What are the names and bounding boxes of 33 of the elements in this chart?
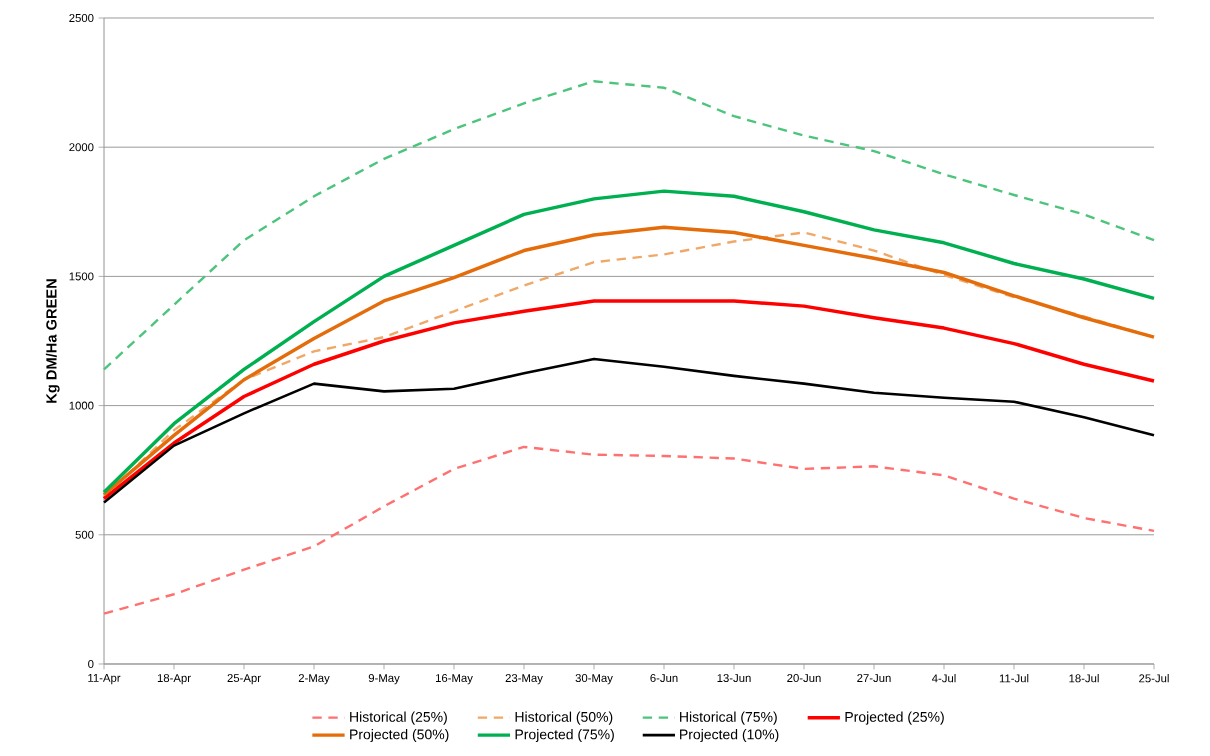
y-tick-label: 500 <box>75 530 94 539</box>
line-series <box>102 445 1156 615</box>
x-tick-label: 9-May <box>368 674 400 685</box>
x-tick-label: 13-Jun <box>717 674 751 683</box>
x-tick-label: 27-Jun <box>857 674 891 683</box>
x-tick-label: 20-Jun <box>787 674 821 683</box>
y-tick-label: 1000 <box>69 401 94 410</box>
y-tick-label: 0 <box>88 659 94 668</box>
x-tick-label: 16-May <box>435 674 473 685</box>
line-series <box>102 357 1156 504</box>
legend-label: Historical (75%) <box>680 711 777 725</box>
line-series <box>102 80 1156 371</box>
x-tick-label: 2-May <box>298 674 330 685</box>
legend-label: Projected (25%) <box>845 711 944 725</box>
x-tick-label: 11-Apr <box>88 674 121 685</box>
y-tick-label: 1500 <box>69 272 94 281</box>
x-tick-label: 30-May <box>575 674 613 685</box>
legend-label: Historical (50%) <box>515 711 613 725</box>
legend-label: Projected (10%) <box>680 729 779 743</box>
x-tick-label: 25-Apr <box>227 674 261 685</box>
legend-label: Historical (25%) <box>350 711 447 725</box>
y-axis-title: Kg DM/Ha GREEN <box>45 279 60 403</box>
legend-label: Projected (50%) <box>350 729 449 743</box>
x-tick-label: 4-Jul <box>931 674 956 683</box>
legend-label: Projected (75%) <box>515 729 614 743</box>
y-tick-label: 2500 <box>69 13 94 22</box>
x-tick-label: 25-Jul <box>1139 674 1169 683</box>
x-tick-label: 6-Jun <box>650 674 678 683</box>
x-tick-label: 18-Apr <box>157 674 191 685</box>
x-tick-label: 11-Jul <box>999 674 1029 683</box>
x-tick-label: 23-May <box>505 674 543 685</box>
y-tick-label: 2000 <box>69 143 94 152</box>
x-tick-label: 18-Jul <box>1069 674 1099 683</box>
